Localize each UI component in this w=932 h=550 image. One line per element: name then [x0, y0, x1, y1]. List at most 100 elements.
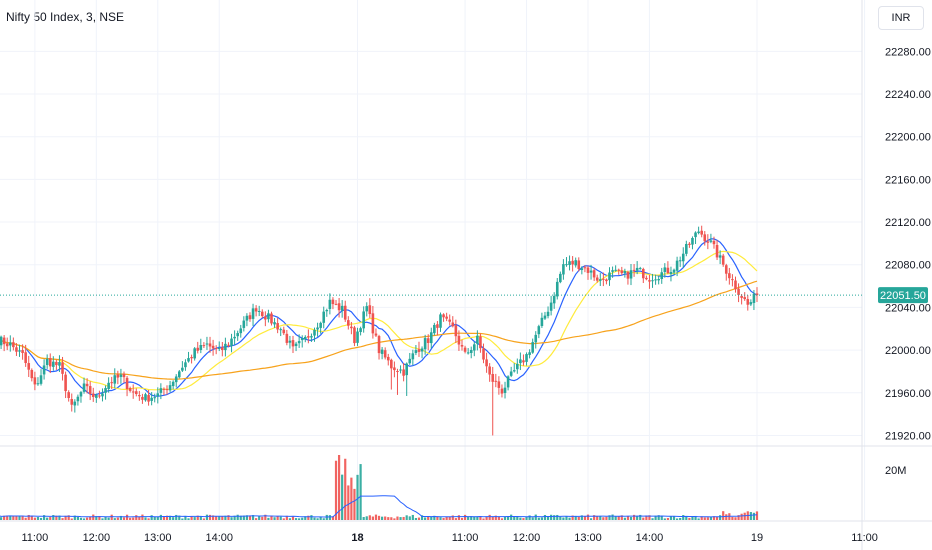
volume-bar [691, 516, 694, 520]
candle-body [516, 363, 519, 370]
candle-body [574, 260, 578, 266]
volume-bar [519, 517, 522, 520]
candle [12, 337, 15, 351]
volume-bar [264, 514, 267, 520]
volume-bar [365, 516, 368, 520]
candle-body [18, 350, 21, 352]
candle [522, 354, 525, 366]
volume-bar [193, 517, 196, 520]
candle-body [709, 240, 713, 242]
candle [285, 329, 289, 346]
candle [193, 347, 196, 361]
volume-bar [122, 517, 126, 520]
volume-bar [172, 517, 175, 520]
candle [52, 356, 55, 371]
volume-bar [402, 516, 405, 520]
candle-body [233, 336, 236, 339]
price-tick-label: 22200.00 [885, 132, 931, 144]
volume-bar [221, 516, 224, 520]
candle-body [528, 352, 531, 355]
volume-bar [218, 516, 221, 520]
candle [562, 259, 565, 280]
candle [491, 366, 495, 436]
chart-symbol-title[interactable]: Nifty 50 Index, 3, NSE [6, 10, 125, 24]
volume-bar [251, 515, 255, 520]
volume-bar [356, 474, 359, 520]
candle [552, 292, 556, 309]
candle [602, 272, 605, 287]
candle [675, 256, 679, 277]
volume-bar [731, 516, 734, 520]
candle [328, 293, 332, 315]
candle-body [236, 333, 239, 337]
volume-bar [3, 515, 6, 520]
volume-bar [473, 516, 476, 520]
volume-bar [202, 518, 205, 520]
candle [55, 359, 58, 370]
candle [405, 362, 408, 396]
candle-body [645, 277, 648, 280]
candle-body [654, 279, 657, 281]
volume-bar [52, 515, 55, 520]
candle-body [442, 314, 445, 318]
candle-body [98, 395, 101, 397]
candle [660, 267, 664, 284]
currency-button[interactable]: INR [878, 6, 924, 30]
volume-bar [341, 474, 344, 520]
candle [184, 359, 187, 371]
volume-pane [0, 455, 759, 520]
candle-body [156, 393, 160, 397]
candle [365, 302, 369, 317]
volume-bar [347, 485, 350, 520]
candle-body [91, 393, 95, 398]
candle-body [512, 370, 516, 372]
candle-body [221, 347, 224, 351]
candle-body [552, 295, 556, 304]
volume-bar [39, 517, 43, 520]
candle-body [414, 350, 418, 354]
volume-bar [709, 517, 713, 520]
candle [740, 294, 743, 305]
volume-bar [350, 477, 353, 520]
candle [598, 273, 602, 286]
candle [303, 335, 307, 343]
candle-body [264, 316, 267, 320]
candle-body [519, 359, 522, 364]
volume-bar [337, 455, 341, 520]
candle-body [125, 377, 129, 390]
volume-bar [620, 515, 623, 520]
candle [436, 321, 439, 336]
candle [101, 388, 104, 402]
candle-body [586, 267, 590, 273]
candle-body [718, 255, 722, 258]
candle [580, 266, 584, 275]
candle-body [371, 313, 375, 334]
candle [257, 305, 261, 317]
volume-bar [178, 515, 181, 520]
candle-body [347, 320, 350, 326]
volume-bar [672, 516, 676, 520]
volume-bar [98, 515, 101, 520]
volume-bar [593, 515, 596, 520]
candle-body [632, 269, 636, 271]
candle [297, 334, 301, 348]
candle-body [230, 338, 233, 347]
time-tick-label: 14:00 [636, 532, 664, 544]
volume-bar [479, 516, 482, 520]
candle-body [0, 336, 3, 346]
candle-body [73, 401, 77, 406]
candle [67, 390, 70, 402]
volume-bar [55, 515, 58, 520]
candle-body [141, 396, 144, 400]
candle-body [334, 303, 338, 305]
candle-body [383, 350, 387, 358]
candle-body [697, 231, 700, 234]
volume-bar [147, 518, 150, 520]
candle [721, 253, 725, 267]
price-tick-label: 22280.00 [885, 46, 931, 58]
volume-bar [12, 516, 15, 520]
candle [199, 338, 203, 354]
candle [288, 335, 292, 349]
candle-body [743, 297, 747, 300]
